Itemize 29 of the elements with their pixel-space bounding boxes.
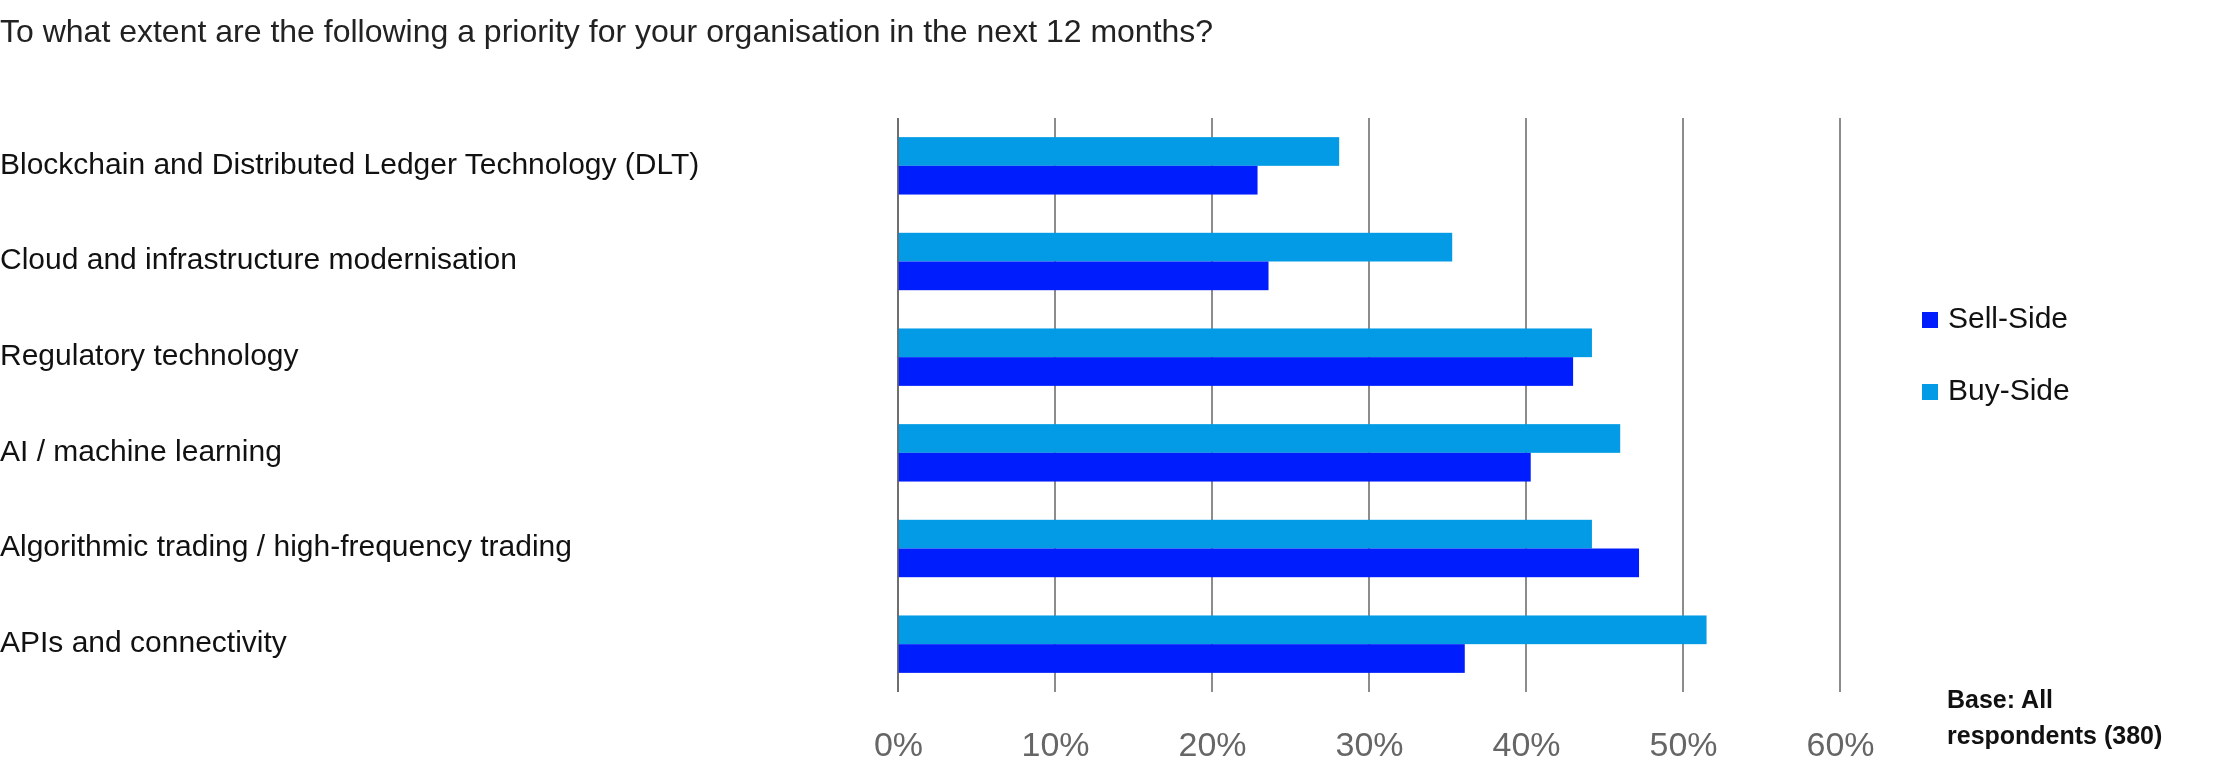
y-tick-label: Cloud and infrastructure modernisation: [0, 242, 517, 276]
x-tick-label: 20%: [1178, 725, 1247, 764]
x-tick-label: 0%: [873, 725, 924, 764]
x-tick-label: 60%: [1806, 725, 1875, 764]
text: To what extent are the following a priority for your organisation in the next 12 months?: [0, 13, 1214, 49]
bar: [898, 644, 1465, 673]
legend-label: Buy-Side: [1948, 372, 2070, 406]
x-tick-label: 40%: [1492, 725, 1561, 764]
bar: [898, 452, 1531, 482]
x-tick-label: 30%: [1335, 725, 1404, 764]
bar: [898, 328, 1592, 358]
y-tick-label: Regulatory technology: [0, 338, 299, 372]
bar: [898, 615, 1707, 645]
legend-label: Sell-Side: [1948, 300, 2069, 334]
y-tick-label: Blockchain and Distributed Ledger Technology (DLT): [0, 146, 700, 180]
text: Base: All respondents (380): [1947, 685, 2163, 749]
bar: [898, 137, 1340, 166]
bar: [898, 548, 1640, 578]
x-tick-label: 50%: [1649, 725, 1718, 764]
y-tick-label: AI / machine learning: [0, 433, 282, 467]
bar: [898, 424, 1621, 453]
bar: [898, 232, 1453, 262]
bar: [898, 519, 1592, 549]
bar: [898, 261, 1269, 291]
y-tick-label: APIs and connectivity: [0, 625, 287, 659]
x-tick-label: 10%: [1021, 725, 1090, 764]
bar: [898, 357, 1574, 386]
bar: [898, 165, 1258, 195]
y-tick-label: Algorithmic trading / high-frequency trading: [0, 529, 572, 563]
